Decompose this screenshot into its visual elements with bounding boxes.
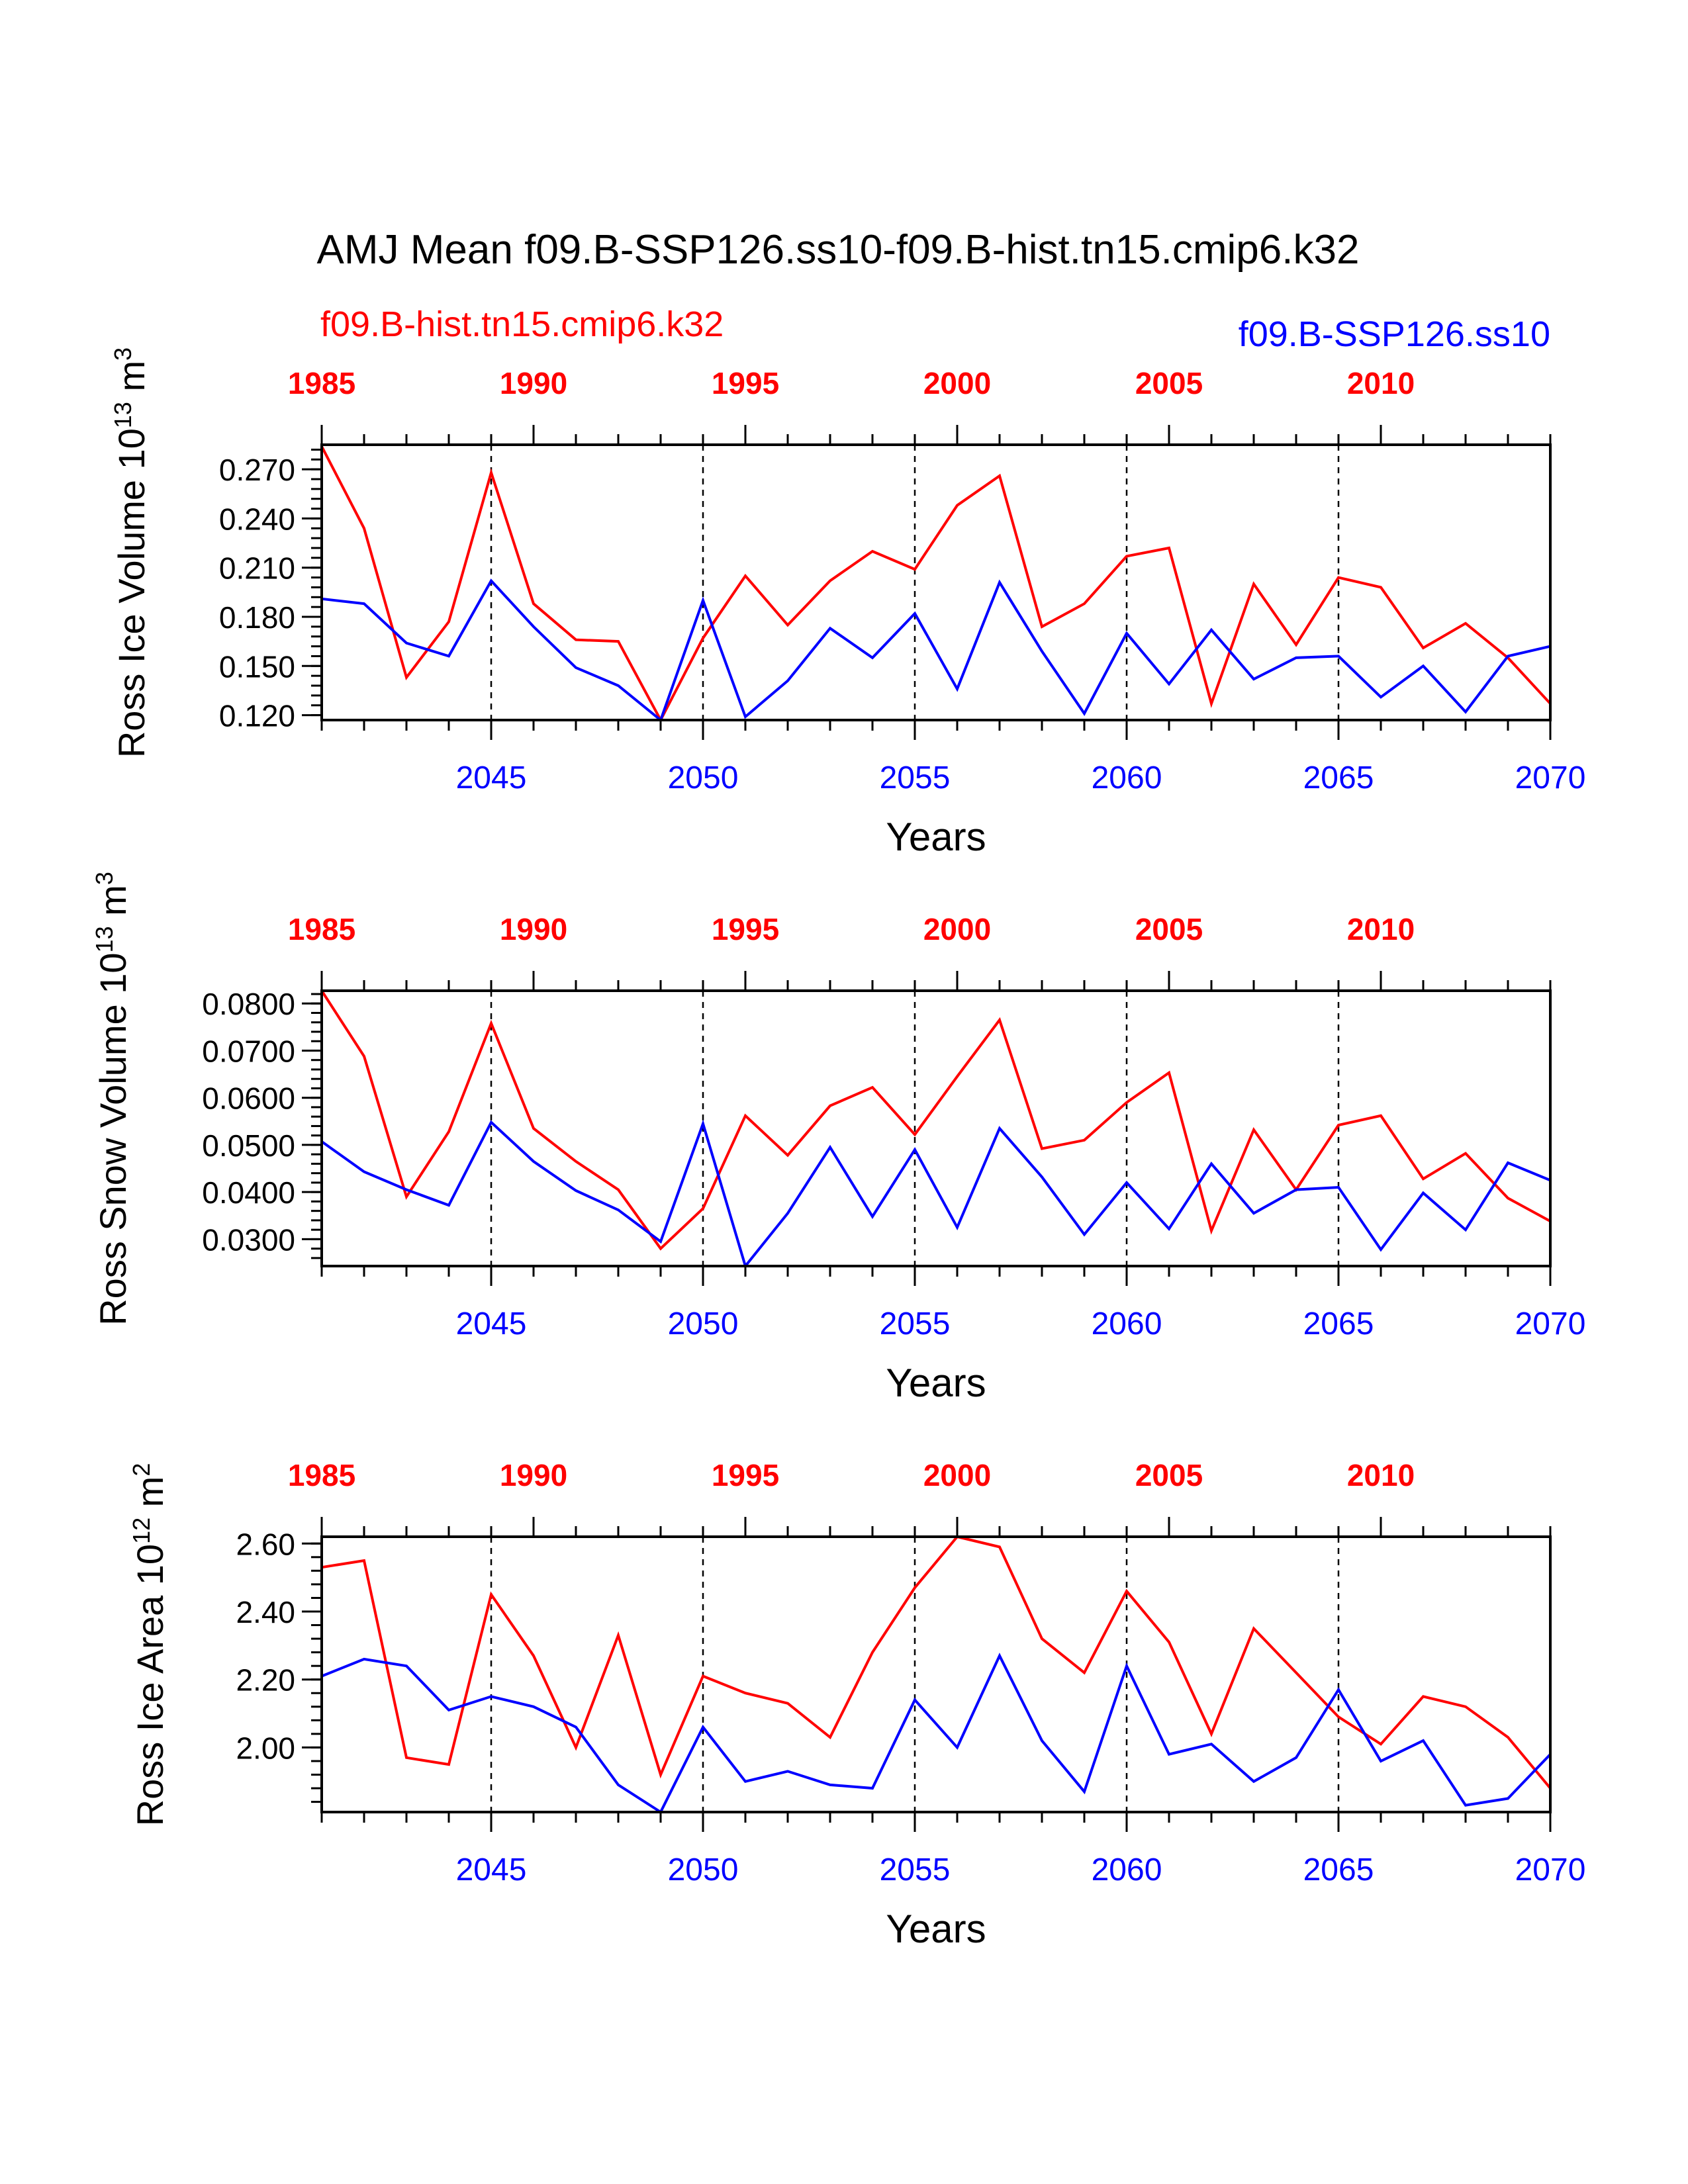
y-tick-label: 0.0300 — [202, 1222, 295, 1257]
x-tick-label-bottom: 2065 — [1303, 1852, 1374, 1888]
x-tick-label-top: 1990 — [500, 912, 567, 946]
series-line-ssp126 — [321, 578, 1551, 723]
y-tick-label: 2.60 — [236, 1527, 295, 1561]
x-tick-label-bottom: 2045 — [456, 1852, 527, 1888]
x-tick-label-top: 2005 — [1135, 912, 1203, 946]
y-tick-label: 0.0600 — [202, 1081, 295, 1116]
y-tick-label: 2.00 — [236, 1731, 295, 1765]
x-tick-label-bottom: 2060 — [1092, 1306, 1162, 1342]
x-tick-label-top: 2000 — [923, 912, 991, 946]
series-line-ssp126 — [320, 1119, 1551, 1269]
x-tick-label-top: 1985 — [288, 366, 355, 400]
x-tick-label-bottom: 2070 — [1515, 1306, 1586, 1342]
x-tick-label-top: 2005 — [1135, 366, 1203, 400]
y-tick-label: 0.0500 — [202, 1128, 295, 1163]
x-tick-label-top: 1995 — [712, 912, 779, 946]
y-tick-label: 0.210 — [219, 551, 295, 586]
chart-panel-1: 2045 2050 2055 2060 2065 2070 1985 1990 1995 2000… — [109, 347, 1585, 859]
x-tick-label-top: 2010 — [1347, 1458, 1415, 1492]
y-axis-title: Ross Snow Volume 1013 m3 — [91, 872, 134, 1326]
x-tick-label-top: 2010 — [1347, 912, 1415, 946]
x-tick-label-bottom: 2060 — [1092, 760, 1162, 796]
y-tick-label: 0.0700 — [202, 1034, 295, 1068]
x-tick-label-top: 1990 — [500, 1458, 567, 1492]
x-tick-label-bottom: 2050 — [668, 1852, 739, 1888]
x-tick-label-top: 2000 — [923, 1458, 991, 1492]
series-line-ssp126 — [321, 1653, 1552, 1814]
x-tick-label-top: 1995 — [712, 1458, 779, 1492]
y-tick-label: 0.0800 — [202, 987, 295, 1021]
y-tick-label: 0.270 — [219, 453, 295, 487]
x-tick-label-bottom: 2060 — [1092, 1852, 1162, 1888]
x-tick-label-bottom: 2055 — [880, 1306, 951, 1342]
x-tick-label-bottom: 2055 — [880, 1852, 951, 1888]
plot-frame — [320, 1535, 1552, 1813]
plot-frame — [320, 443, 1552, 721]
x-tick-label-bottom: 2065 — [1303, 1306, 1374, 1342]
y-tick-label: 2.40 — [236, 1595, 295, 1629]
series-line-hist — [321, 1535, 1552, 1790]
y-tick-label: 0.0400 — [202, 1175, 295, 1210]
x-tick-label-bottom: 2045 — [456, 760, 527, 796]
x-tick-label-top: 1985 — [288, 912, 355, 946]
x-axis-title: Years — [886, 1907, 986, 1951]
x-tick-label-top: 1995 — [712, 366, 779, 400]
x-tick-label-bottom: 2045 — [456, 1306, 527, 1342]
x-tick-label-bottom: 2050 — [668, 760, 739, 796]
x-tick-label-top: 2000 — [923, 366, 991, 400]
x-tick-label-top: 1985 — [288, 1458, 355, 1492]
x-tick-label-bottom: 2050 — [668, 1306, 739, 1342]
x-axis-title: Years — [886, 815, 986, 859]
y-tick-label: 2.20 — [236, 1663, 295, 1698]
x-axis-title: Years — [886, 1361, 986, 1405]
y-tick-label: 0.240 — [219, 502, 295, 536]
chart-panel-2: 2045 2050 2055 2060 2065 2070 1985 1990 1995 2000… — [91, 872, 1585, 1405]
series-line-hist — [320, 445, 1552, 723]
legend-case2-label: f09.B-SSP126.ss10 — [1239, 314, 1550, 354]
x-tick-label-bottom: 2055 — [880, 760, 951, 796]
y-tick-label: 0.150 — [219, 649, 295, 684]
x-tick-label-bottom: 2070 — [1515, 760, 1586, 796]
y-axis-title: Ross Ice Volume 1013 m3 — [109, 347, 152, 758]
figure-title: AMJ Mean f09.B-SSP126.ss10-f09.B-hist.tn… — [317, 227, 1360, 273]
x-tick-label-bottom: 2070 — [1515, 1852, 1586, 1888]
x-tick-label-bottom: 2065 — [1303, 760, 1374, 796]
x-tick-label-top: 2005 — [1135, 1458, 1203, 1492]
plot-frame — [320, 989, 1552, 1267]
y-tick-label: 0.180 — [219, 600, 295, 635]
x-tick-label-top: 1990 — [500, 366, 567, 400]
legend-case1-label: f09.B-hist.tn15.cmip6.k32 — [320, 304, 724, 344]
x-tick-label-top: 2010 — [1347, 366, 1415, 400]
y-tick-label: 0.120 — [219, 699, 295, 733]
y-axis-title: Ross Ice Area 1012 m2 — [128, 1463, 171, 1827]
series-line-hist — [320, 989, 1551, 1251]
chart-panel-3: 2045 2050 2055 2060 2065 2070 1985 1990 1995 2000… — [128, 1458, 1585, 1951]
